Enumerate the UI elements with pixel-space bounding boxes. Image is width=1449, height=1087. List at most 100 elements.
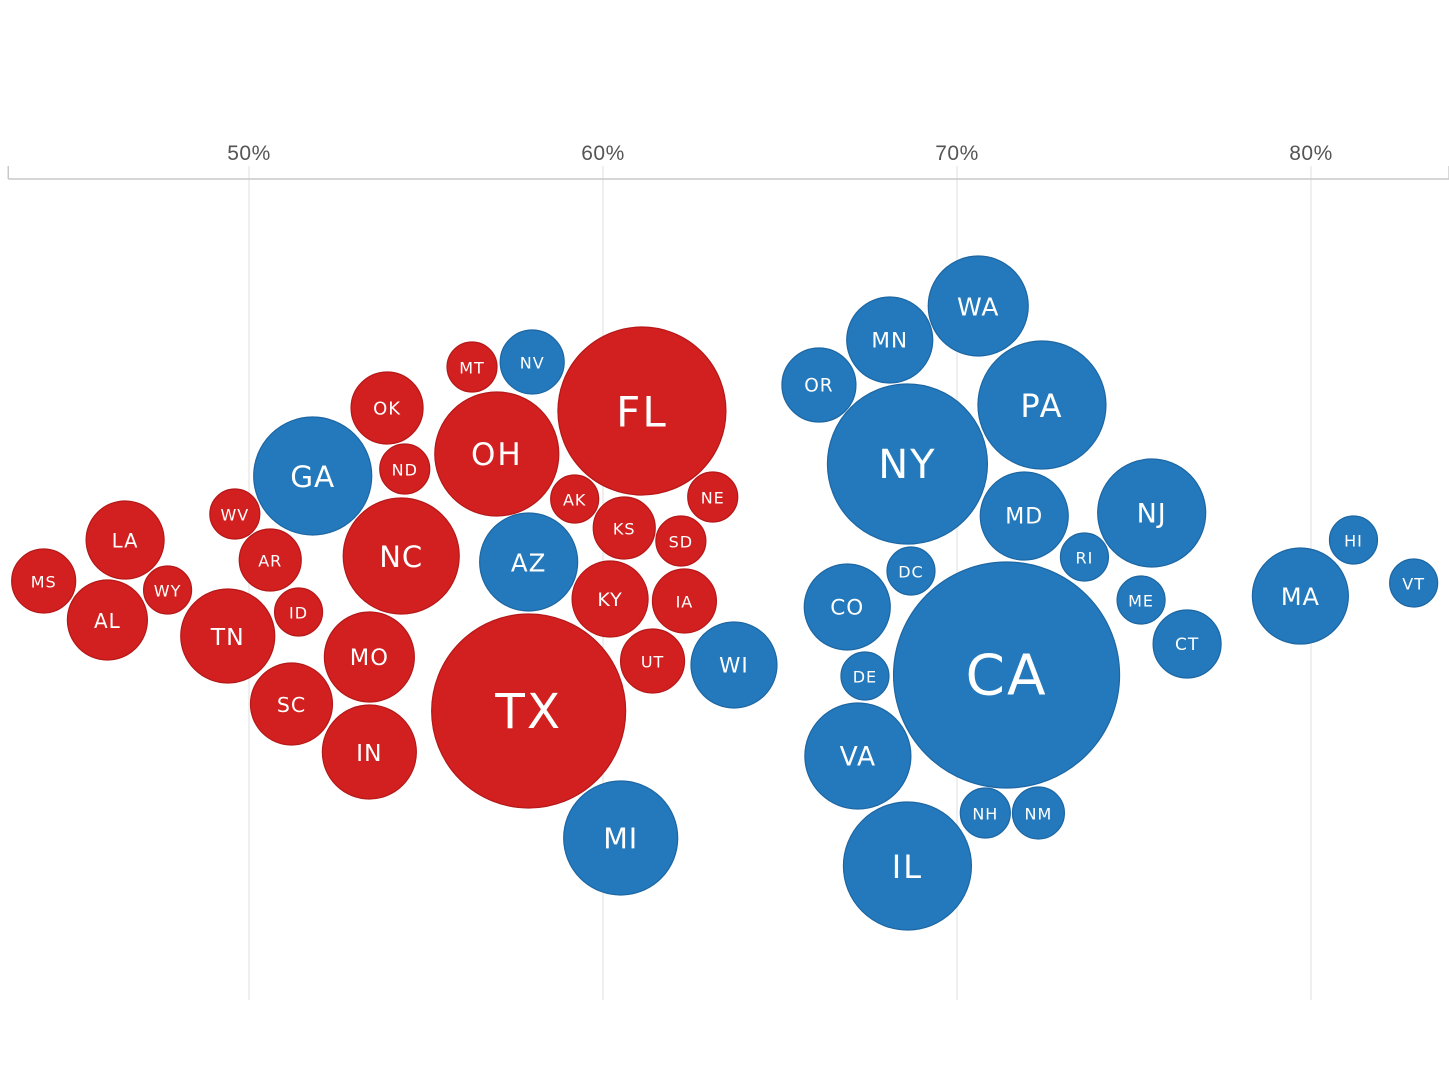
bubble-sd: SD: [655, 515, 707, 567]
bubble-circle: [1097, 458, 1207, 568]
bubble-label: NE: [701, 489, 725, 508]
bubble-circle: [209, 488, 261, 540]
bubble-label: MI: [603, 823, 638, 856]
bubble-in: IN: [321, 704, 417, 800]
bubble-label: CA: [966, 644, 1048, 709]
bubble-circle: [826, 383, 989, 545]
bubble-circle: [959, 787, 1011, 839]
bubble-tn: TN: [180, 588, 276, 684]
bubble-ny: NY: [826, 383, 989, 545]
bubble-ok: OK: [350, 371, 424, 445]
bubble-circle: [66, 579, 149, 661]
bubble-circle: [557, 326, 727, 496]
bubble-nd: ND: [379, 443, 431, 495]
bubble-label: NY: [878, 442, 936, 488]
bubble-wv: WV: [209, 488, 261, 540]
bubble-al: AL: [66, 579, 149, 661]
bubble-circle: [342, 497, 460, 615]
bubble-label: ID: [289, 604, 308, 623]
bubble-ms: MS: [11, 548, 77, 614]
x-tick-label: 80%: [1289, 142, 1333, 165]
bubble-md: MD: [979, 471, 1069, 561]
bubble-label: OK: [373, 399, 401, 420]
x-tick-label: 50%: [227, 142, 271, 165]
bubble-circle: [892, 561, 1121, 789]
bubble-circle: [238, 528, 302, 592]
bubble-label: TN: [210, 623, 245, 651]
bubble-circle: [434, 391, 560, 517]
bubble-label: OR: [804, 376, 833, 397]
bubble-circle: [846, 296, 934, 384]
bubble-va: VA: [804, 702, 912, 810]
bubble-nj: NJ: [1097, 458, 1207, 568]
bubble-oh: OH: [434, 391, 560, 517]
bubble-circle: [619, 628, 686, 694]
bubble-mt: MT: [446, 341, 498, 393]
bubble-label: ME: [1128, 592, 1154, 611]
bubble-circle: [651, 568, 718, 634]
bubble-label: NC: [379, 540, 423, 574]
bubble-label: GA: [290, 460, 335, 494]
bubble-label: ND: [392, 461, 418, 480]
bubble-label: AL: [94, 609, 121, 633]
bubble-circle: [690, 621, 778, 709]
bubble-or: OR: [781, 347, 857, 423]
bubble-circle: [1116, 575, 1166, 625]
bubble-mi: MI: [563, 780, 679, 896]
bubble-label: WA: [957, 293, 999, 322]
bubble-pa: PA: [977, 340, 1107, 470]
bubble-wy: WY: [142, 565, 193, 615]
bubble-label: MA: [1281, 583, 1320, 611]
bubble-circle: [803, 563, 891, 651]
bubble-circle: [431, 613, 627, 809]
bubble-ct: CT: [1152, 609, 1222, 679]
x-axis: 50% 60% 70% 80%: [7, 142, 1449, 180]
bubble-circle: [979, 471, 1069, 561]
bubble-tx: TX: [431, 613, 627, 809]
bubble-circle: [11, 548, 77, 614]
bubble-label: AZ: [511, 549, 547, 578]
bubble-circle: [499, 329, 565, 395]
bubble-label: WY: [154, 582, 182, 601]
bubble-label: NV: [520, 354, 545, 373]
bubble-ar: AR: [238, 528, 302, 592]
bubble-label: AK: [563, 491, 586, 510]
bubble-az: AZ: [479, 512, 579, 612]
bubble-label: MD: [1005, 505, 1043, 530]
bubble-label: IL: [892, 848, 923, 886]
x-tick-label: 70%: [935, 142, 979, 165]
bubble-nh: NH: [959, 787, 1011, 839]
bubble-circle: [479, 512, 579, 612]
bubble-label: LA: [112, 530, 139, 553]
bubble-label: VT: [1402, 575, 1425, 594]
bubble-label: TX: [494, 684, 562, 740]
bubble-label: FL: [616, 388, 668, 437]
bubble-label: KY: [597, 589, 622, 611]
bubble-id: ID: [273, 587, 324, 637]
bubble-wa: WA: [927, 255, 1029, 357]
bubble-circle: [1328, 515, 1379, 565]
bubble-circle: [550, 474, 600, 524]
bubble-ia: IA: [651, 568, 718, 634]
bubble-wi: WI: [690, 621, 778, 709]
bubble-circle: [1251, 547, 1349, 645]
bubbles: MS AL LA WY WV TN AR ID SC GA OK ND NC MO IN MT NV OH FL AK…: [11, 255, 1439, 931]
bubble-label: WI: [719, 654, 749, 679]
bubble-ky: KY: [571, 560, 649, 638]
bubble-label: MS: [31, 573, 57, 592]
bubble-label: MT: [459, 359, 485, 378]
bubble-circle: [379, 443, 431, 495]
bubble-co: CO: [803, 563, 891, 651]
bubble-ak: AK: [550, 474, 600, 524]
bubble-label: NH: [972, 805, 998, 824]
bubble-circle: [321, 704, 417, 800]
bubble-circle: [249, 662, 334, 746]
bubble-label: CT: [1175, 635, 1199, 655]
bubble-circle: [977, 340, 1107, 470]
bubble-circle: [886, 546, 936, 596]
x-tick-label: 60%: [581, 142, 625, 165]
bubble-label: UT: [641, 653, 664, 672]
bubble-circle: [842, 801, 973, 931]
bubble-label: AR: [258, 552, 282, 571]
bubble-nv: NV: [499, 329, 565, 395]
